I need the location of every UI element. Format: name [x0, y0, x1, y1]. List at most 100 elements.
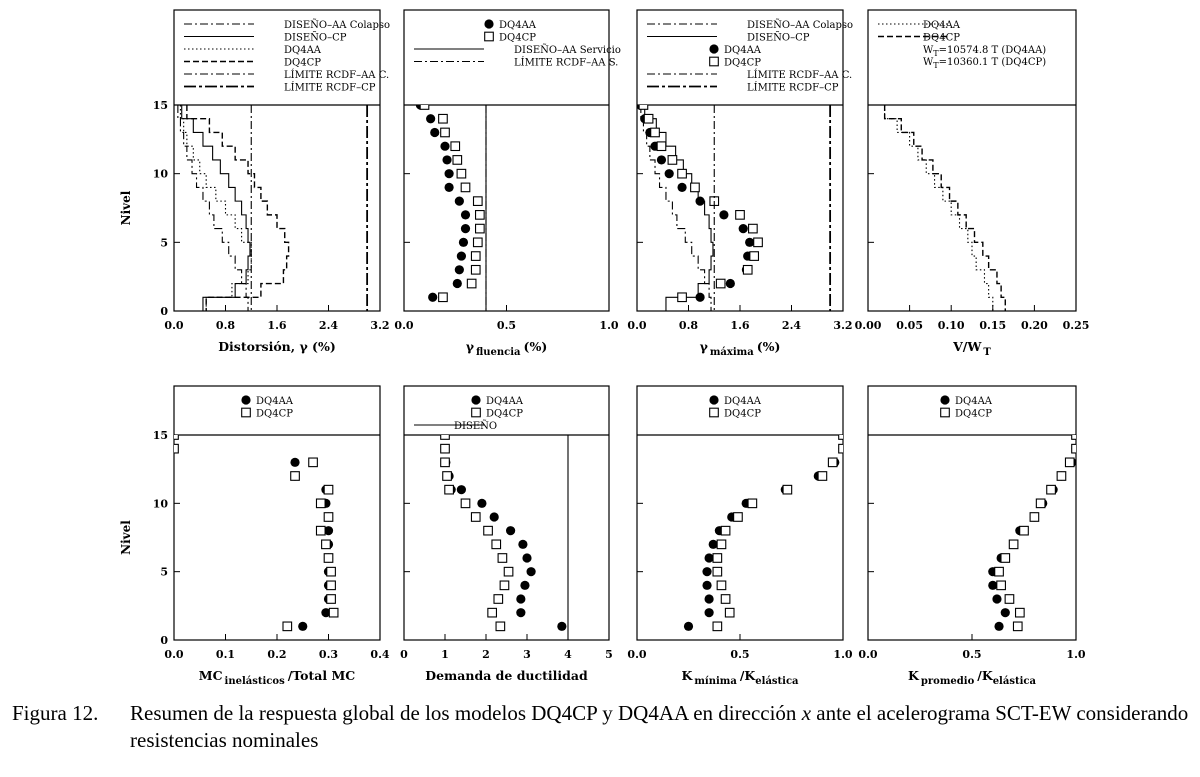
- x-tick-label: 3: [523, 648, 531, 661]
- series-dq4cp-point: [1035, 498, 1046, 509]
- series-dq4aa-point: [452, 278, 462, 289]
- x-tick-label: 0.8: [216, 319, 235, 332]
- series-dq4cp-point: [491, 539, 502, 550]
- plot-area: [174, 435, 339, 632]
- caption-label: Figura 12.: [12, 701, 99, 725]
- x-axis-label: V/W T: [952, 339, 991, 358]
- series-dq4cp-point: [174, 435, 179, 440]
- legend-label: DQ4AA: [499, 20, 537, 31]
- series-dq4cp-point: [650, 127, 660, 138]
- plot-area: [883, 105, 1006, 311]
- series-dq4cp-point: [994, 566, 1004, 577]
- series-dise-o-aa-colapso-line: [640, 105, 712, 311]
- x-tick-label: 0.0: [627, 319, 646, 332]
- legend-marker: [484, 31, 494, 42]
- legend-label: DQ4CP: [499, 33, 536, 44]
- series-dq4aa-point: [428, 292, 438, 302]
- series-dq4cp-point: [487, 607, 498, 618]
- y-tick-label: 5: [160, 566, 168, 579]
- legend-label: DISEÑO: [454, 420, 497, 432]
- x-tick-label: 0.25: [1063, 319, 1090, 332]
- panel-p8: 0.0 0.5 1.0 K promedio/Kelástica DQ4AA DQ4CP: [858, 385, 1086, 687]
- x-axis-label: γ fluencia (%): [466, 339, 548, 358]
- plot-area: [440, 435, 569, 640]
- series-dq4cp-line: [883, 105, 1006, 311]
- series-dq4cp-point: [470, 512, 481, 522]
- series-dise-o-cp-line: [181, 105, 251, 311]
- series-dq4cp-point: [460, 182, 471, 193]
- legend-label: DQ4CP: [923, 33, 960, 44]
- x-tick-label: 0.4: [370, 648, 389, 661]
- series-dq4cp-point: [444, 484, 454, 495]
- legend-marker: [709, 56, 719, 67]
- x-tick-label: 0.1: [216, 648, 235, 661]
- x-tick-label: 0.5: [497, 319, 516, 332]
- panel-p6: 0 1 2 3 4 5 Demanda de ductilidad DQ4AA DQ4CPDIS…: [400, 385, 613, 683]
- series-dq4cp-point: [747, 498, 758, 509]
- series-dq4aa-point: [522, 553, 532, 563]
- series-dq4cp-point: [735, 210, 745, 220]
- series-dq4cp-point: [323, 553, 334, 563]
- x-tick-label: 0.0: [164, 319, 183, 332]
- legend-label: DQ4CP: [256, 409, 293, 420]
- series-dq4aa-line: [884, 105, 994, 311]
- x-tick-label: 0.05: [896, 319, 923, 332]
- legend-label: DQ4AA: [284, 45, 322, 56]
- legend-label: DISEÑO–AA Servicio: [514, 44, 621, 56]
- series-dq4aa-point: [725, 278, 735, 289]
- series-dq4cp-point: [308, 457, 318, 468]
- series-dq4aa-point: [489, 512, 499, 522]
- series-dq4aa-point: [719, 210, 729, 220]
- legend-label: DISEÑO–CP: [284, 32, 347, 44]
- legend-label: DQ4AA: [724, 45, 762, 56]
- series-dq4aa-point: [456, 485, 466, 495]
- series-dq4cp-point: [677, 292, 687, 303]
- series-dq4cp-point: [1046, 484, 1056, 495]
- legend-label: LÍMITE RCDF–AA C.: [284, 69, 389, 81]
- y-tick-label: 10: [153, 497, 169, 510]
- caption-variable: x: [801, 701, 812, 725]
- panel-frame: [403, 385, 610, 641]
- series-dq4cp-point: [497, 553, 508, 563]
- series-dq4cp-point: [748, 223, 758, 234]
- series-dq4aa-point: [738, 224, 748, 234]
- series-dq4cp-point: [638, 105, 649, 110]
- legend: DQ4AA DQ4CP: [241, 395, 294, 420]
- legend-label: LÍMITE RCDF–AA S.: [514, 57, 618, 69]
- series-dq4cp-point: [733, 512, 743, 522]
- legend-marker: [241, 407, 251, 418]
- legend-label: DQ4AA: [486, 396, 524, 407]
- series-dq4aa-point: [704, 608, 714, 618]
- series-dq4aa-point: [516, 608, 526, 618]
- y-axis-label: Nivel: [119, 520, 133, 555]
- series-dq4aa-point: [677, 182, 687, 192]
- series-dq4aa-point: [444, 182, 454, 192]
- series-dq4aa-point: [1000, 608, 1010, 618]
- series-dq4aa-point: [516, 594, 526, 604]
- series-dq4aa-point: [695, 196, 705, 206]
- x-tick-label: 3.2: [370, 319, 389, 332]
- panel-p7: 0.0 0.5 1.0 K mínima/Kelástica DQ4AA DQ4CP: [627, 385, 853, 687]
- legend: DISEÑO–AA ColapsoDISEÑO–CPDQ4AADQ4CPLÍMI…: [184, 19, 390, 94]
- series-dq4aa-point: [456, 251, 466, 261]
- series-dq4aa-point: [992, 594, 1002, 604]
- legend-label: DQ4AA: [256, 396, 294, 407]
- legend-label: DQ4AA: [724, 396, 762, 407]
- plot-area: [415, 105, 487, 311]
- x-tick-label: 2.4: [319, 319, 338, 332]
- legend-label: LÍMITE RCDF–AA C.: [747, 69, 852, 81]
- x-tick-label: 0.00: [855, 319, 882, 332]
- series-dq4cp-point: [1056, 471, 1067, 481]
- series-dq4cp-point: [438, 292, 448, 303]
- series-dq4cp-point: [720, 525, 731, 536]
- series-dq4cp-point: [1014, 607, 1025, 618]
- x-tick-label: 0.10: [938, 319, 965, 332]
- series-dq4aa-point: [518, 539, 528, 549]
- series-dq4cp-point: [1012, 621, 1023, 632]
- series-dq4cp-point: [419, 105, 430, 110]
- series-dq4cp-point: [1000, 553, 1011, 563]
- series-dq4aa-point: [430, 127, 440, 138]
- series-dq4aa-point: [460, 210, 471, 220]
